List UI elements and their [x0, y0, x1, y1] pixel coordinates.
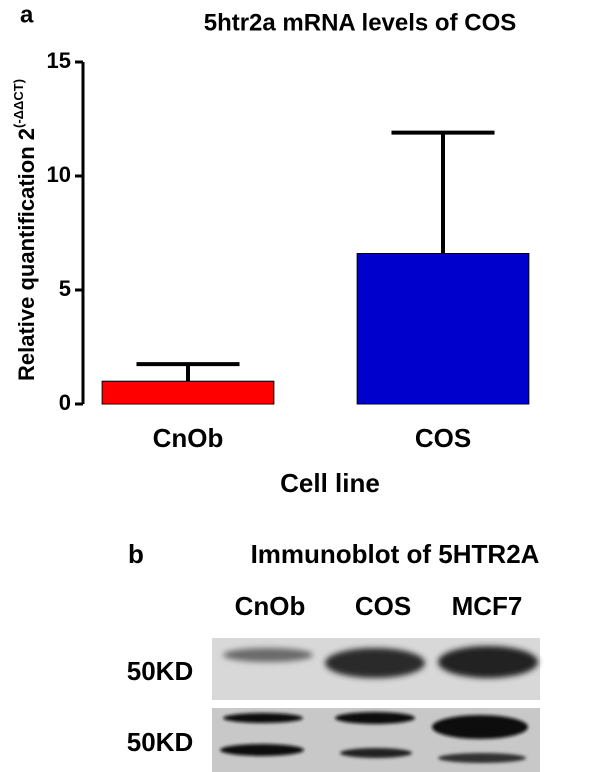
row-label: 50KD	[127, 656, 193, 686]
band	[432, 715, 528, 739]
y-label-superscript: (-ΔΔCT)	[11, 79, 26, 128]
band	[335, 712, 415, 724]
band	[438, 753, 526, 763]
y-axis-label: Relative quantification 2(-ΔΔCT)	[11, 79, 38, 381]
x-tick-label: COS	[415, 423, 471, 453]
blot-bottom	[212, 708, 540, 772]
x-tick-label: CnOb	[153, 423, 224, 453]
y-tick-label: 10	[47, 162, 71, 187]
y-label-text: Relative quantification 2	[14, 128, 39, 381]
lane-label: CnOb	[235, 591, 306, 621]
y-tick-label: 5	[59, 276, 71, 301]
band	[223, 648, 313, 662]
chart-title: 5htr2a mRNA levels of COS	[204, 9, 517, 36]
y-tick-label: 0	[59, 390, 71, 415]
band	[223, 713, 303, 723]
panel-label: a	[20, 1, 34, 28]
blot-top	[212, 638, 540, 700]
y-tick-label: 15	[47, 48, 71, 73]
band	[325, 648, 425, 678]
band	[220, 744, 304, 756]
lane-label: MCF7	[452, 591, 523, 621]
blot-title: Immunoblot of 5HTR2A	[251, 539, 540, 569]
bar	[356, 253, 530, 405]
lane-label: COS	[355, 591, 411, 621]
x-axis-label: Cell line	[280, 468, 380, 498]
band	[340, 748, 412, 758]
row-label: 50KD	[127, 727, 193, 757]
panel-label: b	[128, 539, 144, 569]
bar	[101, 380, 275, 405]
plot: 0 5 10 15 CnOb COS	[47, 48, 530, 453]
band	[438, 646, 538, 678]
